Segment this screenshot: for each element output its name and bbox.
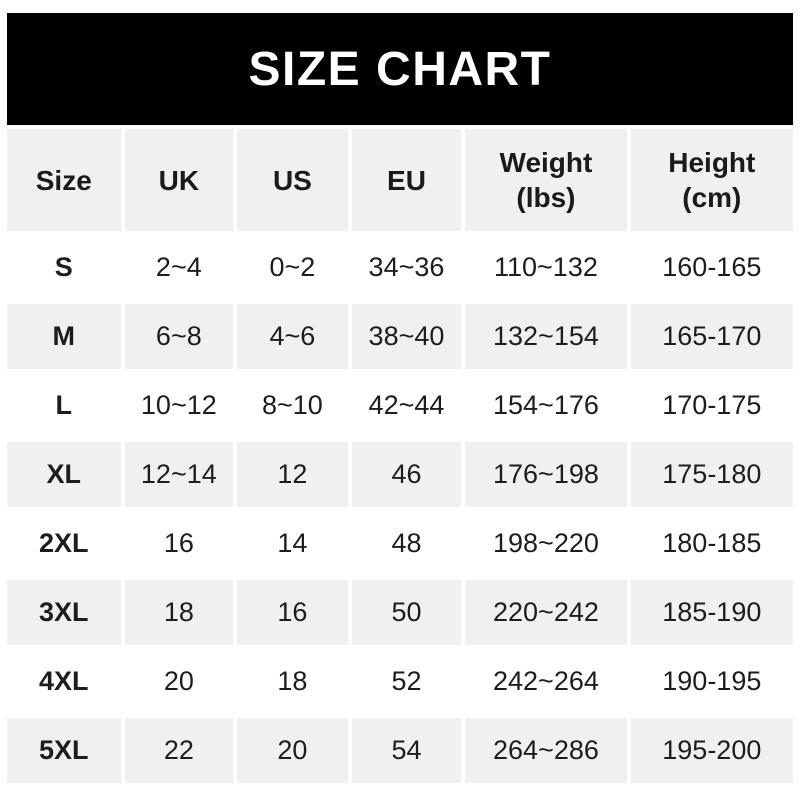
value-cell: 160-165 [630,235,793,300]
size-cell: 5XL [7,718,121,783]
size-cell: M [7,304,121,369]
column-label: Size [35,164,92,196]
value-cell: 185-190 [630,580,793,645]
value-cell: 54 [351,718,462,783]
value-cell: 46 [351,442,462,507]
value-cell: 190-195 [630,649,793,714]
column-header-eu: EU [351,129,462,231]
column-label: UK [158,164,200,196]
size-table: Size UK US EU Weight (lbs) Height (cm) S 2~4 0~2 34… [7,129,793,783]
value-cell: 16 [237,580,348,645]
value-cell: 12~14 [124,442,234,507]
value-cell: 198~220 [465,511,627,576]
column-label: Height [668,147,756,178]
size-cell: XL [7,442,121,507]
value-cell: 34~36 [351,235,462,300]
column-header-height: Height (cm) [630,129,793,231]
value-cell: 242~264 [465,649,627,714]
value-cell: 12 [237,442,348,507]
value-cell: 18 [124,580,234,645]
value-cell: 195-200 [630,718,793,783]
column-label: Weight [499,147,593,178]
size-cell: S [7,235,121,300]
value-cell: 132~154 [465,304,627,369]
column-header-size: Size [7,129,121,231]
value-cell: 4~6 [237,304,348,369]
value-cell: 52 [351,649,462,714]
value-cell: 6~8 [124,304,234,369]
value-cell: 170-175 [630,373,793,438]
value-cell: 154~176 [465,373,627,438]
value-cell: 16 [124,511,234,576]
value-cell: 14 [237,511,348,576]
value-cell: 0~2 [237,235,348,300]
value-cell: 20 [237,718,348,783]
size-cell: 2XL [7,511,121,576]
value-cell: 176~198 [465,442,627,507]
size-cell: 4XL [7,649,121,714]
value-cell: 264~286 [465,718,627,783]
value-cell: 22 [124,718,234,783]
banner: SIZE CHART [7,13,793,125]
value-cell: 220~242 [465,580,627,645]
column-sublabel: (cm) [682,182,742,213]
value-cell: 175-180 [630,442,793,507]
column-header-us: US [237,129,348,231]
value-cell: 42~44 [351,373,462,438]
value-cell: 10~12 [124,373,234,438]
value-cell: 165-170 [630,304,793,369]
value-cell: 2~4 [124,235,234,300]
value-cell: 110~132 [465,235,627,300]
column-header-weight: Weight (lbs) [465,129,627,231]
size-cell: 3XL [7,580,121,645]
value-cell: 38~40 [351,304,462,369]
value-cell: 8~10 [237,373,348,438]
page-title: SIZE CHART [248,42,552,96]
value-cell: 48 [351,511,462,576]
column-label: EU [387,164,426,196]
column-sublabel: (lbs) [516,182,576,213]
value-cell: 50 [351,580,462,645]
value-cell: 20 [124,649,234,714]
column-header-uk: UK [124,129,234,231]
value-cell: 180-185 [630,511,793,576]
size-cell: L [7,373,121,438]
column-label: US [272,164,312,196]
value-cell: 18 [237,649,348,714]
